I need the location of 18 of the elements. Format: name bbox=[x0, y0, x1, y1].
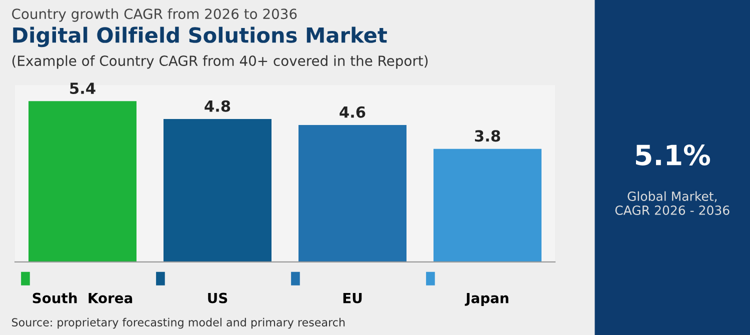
x-tick-label: South Korea bbox=[32, 292, 132, 304]
bar bbox=[28, 101, 136, 262]
data-label: 4.8 bbox=[204, 100, 230, 112]
x-tick-label: EU bbox=[343, 292, 362, 304]
bar bbox=[434, 148, 542, 262]
data-label: 5.4 bbox=[70, 82, 96, 94]
text: 5.1% bbox=[636, 144, 710, 166]
bar bbox=[164, 119, 272, 262]
bar bbox=[298, 124, 406, 262]
source-note: Source: proprietary forecasting model and primary research bbox=[12, 318, 345, 329]
data-label: 3.8 bbox=[474, 130, 500, 142]
x-tick-label: Japan bbox=[464, 292, 508, 306]
data-label: 4.6 bbox=[340, 106, 366, 118]
chart-title: Digital Oilfield Solutions Market bbox=[13, 26, 387, 48]
text: Country growth CAGR from 2026 to 2036 bbox=[12, 8, 297, 22]
text: Global Market, CAGR 2026 - 2036 bbox=[615, 191, 730, 215]
x-tick-label: US bbox=[208, 292, 228, 304]
chart-subtitle: (Example of Country CAGR from 40+ covered in the Report) bbox=[12, 55, 428, 69]
